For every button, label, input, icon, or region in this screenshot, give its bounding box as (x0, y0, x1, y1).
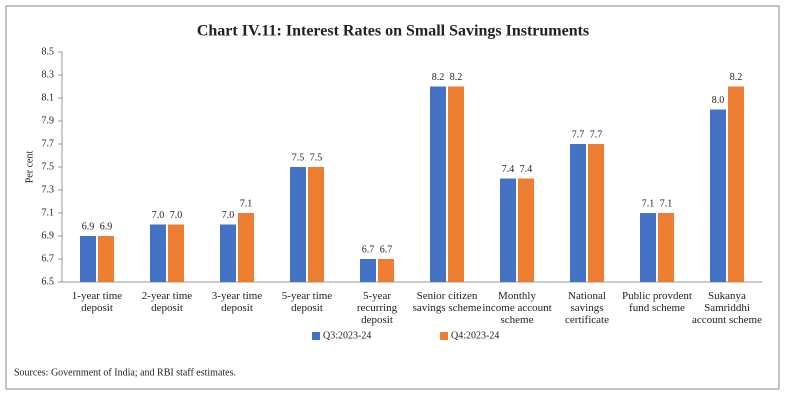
data-label: 8.2 (730, 72, 743, 83)
x-tick-label: 3-year time deposit (211, 290, 263, 314)
y-tick-label: 8.3 (42, 69, 55, 80)
bar (168, 224, 184, 282)
x-tick-label: 2-year time deposit (141, 290, 193, 314)
x-tick-label: National savings certificate (565, 290, 609, 326)
y-tick-label: 7.1 (42, 207, 55, 218)
data-label: 8.2 (450, 72, 463, 83)
y-tick-label: 8.1 (42, 92, 55, 103)
data-label: 7.1 (240, 198, 253, 209)
y-tick-label: 8.5 (42, 46, 55, 57)
y-tick-label: 7.9 (42, 115, 55, 126)
bar (658, 213, 674, 282)
legend-label: Q3:2023-24 (323, 330, 371, 341)
x-tick-label: 5-year time deposit (281, 290, 333, 314)
bar (238, 213, 254, 282)
x-tick-label: 1-year time deposit (71, 290, 123, 314)
x-tick-label: Sukanya Samriddhi account scheme (692, 290, 762, 326)
data-label: 6.9 (82, 221, 95, 232)
bar (308, 167, 324, 282)
data-label: 7.1 (642, 198, 655, 209)
data-label: 7.5 (310, 152, 323, 163)
data-label: 7.0 (222, 210, 235, 221)
bar (98, 236, 114, 282)
bar (430, 86, 446, 282)
bar (588, 144, 604, 282)
bar (290, 167, 306, 282)
bar (220, 224, 236, 282)
legend-swatch (312, 332, 320, 340)
data-label: 7.0 (152, 210, 165, 221)
bar (640, 213, 656, 282)
data-label: 8.0 (712, 95, 725, 106)
data-label: 7.5 (292, 152, 305, 163)
bar (728, 86, 744, 282)
data-label: 6.7 (362, 244, 375, 255)
data-label: 7.4 (502, 164, 515, 175)
legend-label: Q4:2023-24 (451, 330, 499, 341)
frame (5, 5, 780, 390)
data-label: 7.1 (660, 198, 673, 209)
data-label: 7.0 (170, 210, 183, 221)
data-label: 8.2 (432, 72, 445, 83)
legend-swatch (440, 332, 448, 340)
y-tick-label: 7.3 (42, 184, 55, 195)
data-label: 7.4 (520, 164, 533, 175)
y-tick-label: 6.9 (42, 230, 55, 241)
y-tick-label: 6.5 (42, 276, 55, 287)
chart-title: Chart IV.11: Interest Rates on Small Sav… (197, 23, 589, 40)
bar (500, 178, 516, 282)
y-tick-label: 6.7 (42, 253, 55, 264)
bar (150, 224, 166, 282)
y-tick-label: 7.7 (42, 138, 55, 149)
y-axis-label: Per cent (24, 151, 35, 184)
x-tick-label: Senior citizen savings scheme (412, 290, 482, 314)
bar (360, 259, 376, 282)
y-tick-label: 7.5 (42, 161, 55, 172)
bar (448, 86, 464, 282)
data-label: 7.7 (572, 129, 585, 140)
source-note: Sources: Government of India; and RBI st… (14, 367, 236, 378)
x-tick-label: Public provdent fund scheme (622, 290, 692, 314)
bar (710, 109, 726, 282)
bar (570, 144, 586, 282)
data-label: 6.7 (380, 244, 393, 255)
bar (518, 178, 534, 282)
data-label: 6.9 (100, 221, 113, 232)
x-tick-label: Monthly income account scheme (482, 290, 552, 326)
bar (378, 259, 394, 282)
x-tick-label: 5-year recurring deposit (356, 290, 398, 326)
data-label: 7.7 (590, 129, 603, 140)
bar (80, 236, 96, 282)
